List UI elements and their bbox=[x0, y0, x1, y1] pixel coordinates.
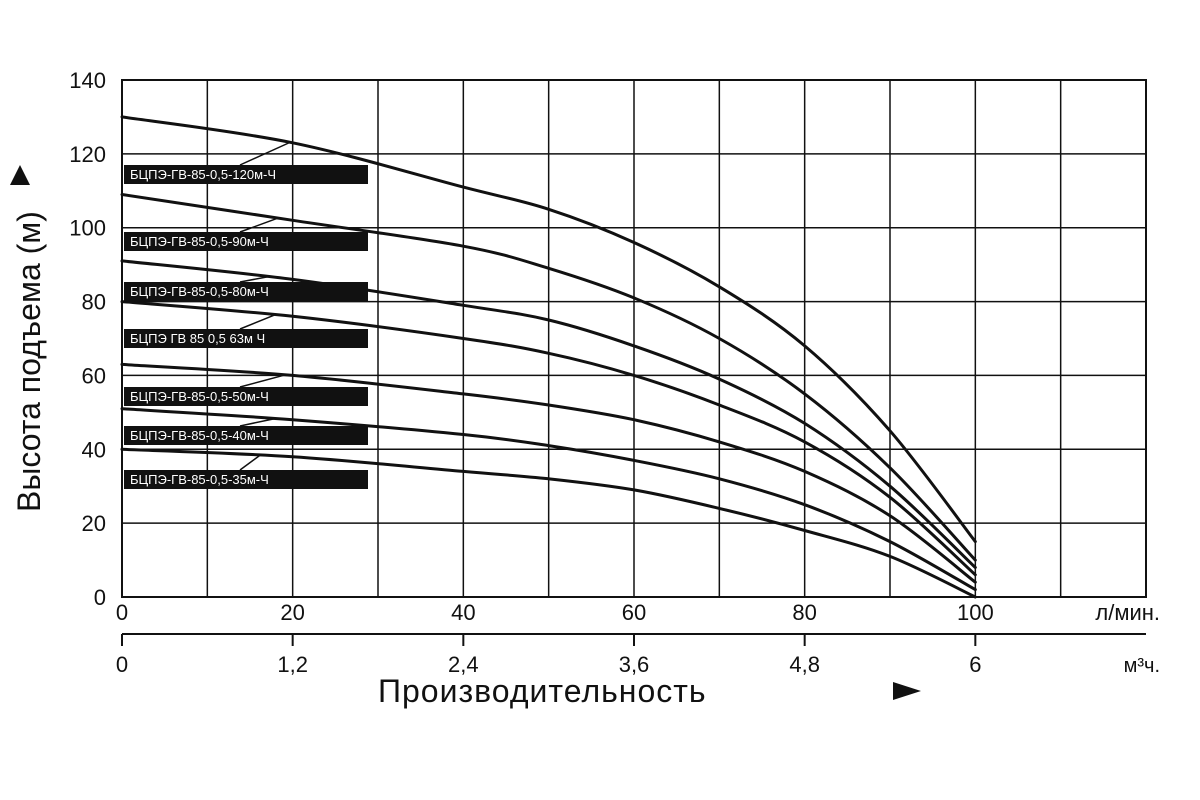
y-tick-label: 80 bbox=[82, 290, 106, 315]
series-label-box bbox=[124, 232, 368, 251]
series-label-box bbox=[124, 387, 368, 406]
series-leader-line bbox=[239, 417, 276, 427]
y-tick-label: 140 bbox=[69, 68, 106, 93]
x-axis-title: Производительность bbox=[378, 673, 707, 709]
curves bbox=[120, 115, 977, 599]
series-leader-line bbox=[239, 276, 269, 283]
series-label: БЦПЭ-ГВ-85-0,5-120м-Ч bbox=[130, 167, 276, 182]
x-tick-label: 20 bbox=[280, 600, 304, 625]
series-curve bbox=[120, 115, 977, 544]
y-tick-label: 40 bbox=[82, 437, 106, 462]
x2-tick-label: 1,2 bbox=[277, 652, 308, 677]
x-tick-label: 60 bbox=[622, 600, 646, 625]
x2-tick-label: 2,4 bbox=[448, 652, 479, 677]
y-tick-label: 120 bbox=[69, 142, 106, 167]
x2-tick-label: 0 bbox=[116, 652, 128, 677]
series-label: БЦПЭ-ГВ-85-0,5-80м-Ч bbox=[130, 284, 269, 299]
x-tick-label: 80 bbox=[792, 600, 816, 625]
series-curve bbox=[120, 407, 977, 592]
series-leader-line bbox=[239, 217, 279, 233]
plot-frame bbox=[121, 79, 1147, 598]
series-label-box bbox=[124, 282, 368, 301]
series-label: БЦПЭ-ГВ-85-0,5-35м-Ч bbox=[130, 472, 269, 487]
y-axis-title: Высота подъема (м) bbox=[11, 211, 47, 512]
series-label: БЦПЭ-ГВ-85-0,5-90м-Ч bbox=[130, 234, 269, 249]
series-label-box bbox=[124, 329, 368, 348]
axes: 0 20 40 60 80 100 120 140 0 20 40 60 80 100 0 1,2 2,4 3,6… bbox=[69, 68, 1146, 677]
series-label: БЦПЭ-ГВ-85-0,5-40м-Ч bbox=[130, 428, 269, 443]
series-curve bbox=[120, 447, 977, 599]
series-curve bbox=[120, 362, 977, 584]
x2-unit-label: м³ч. bbox=[1124, 655, 1160, 677]
y-tick-label: 100 bbox=[69, 216, 106, 241]
x2-tick-label: 6 bbox=[969, 652, 981, 677]
y-tick-label: 20 bbox=[82, 511, 106, 536]
series-curve bbox=[120, 259, 977, 569]
series-label-box bbox=[124, 165, 368, 184]
x2-tick-label: 4,8 bbox=[789, 652, 820, 677]
x-tick-label: 0 bbox=[116, 600, 128, 625]
series-leader-line bbox=[239, 141, 291, 166]
series-label: БЦПЭ ГВ 85 0,5 63м Ч bbox=[130, 331, 265, 346]
x-axis-arrow-icon bbox=[893, 682, 921, 700]
series-leader-line bbox=[239, 454, 261, 471]
series-label-box bbox=[124, 426, 368, 445]
y-tick-label: 60 bbox=[82, 363, 106, 388]
series-labels: БЦПЭ-ГВ-85-0,5-120м-Ч БЦПЭ-ГВ-85-0,5-90м-… bbox=[124, 141, 368, 489]
series-leader-line bbox=[239, 374, 286, 388]
series-leader-line bbox=[239, 314, 276, 330]
x-tick-label: 40 bbox=[451, 600, 475, 625]
y-tick-label: 0 bbox=[94, 585, 106, 610]
series-curve bbox=[120, 193, 977, 562]
series-label: БЦПЭ-ГВ-85-0,5-50м-Ч bbox=[130, 389, 269, 404]
y-axis-arrow-icon bbox=[10, 165, 30, 185]
x-tick-label: 100 bbox=[957, 600, 994, 625]
series-label-box bbox=[124, 470, 368, 489]
x-unit-label: л/мин. bbox=[1095, 600, 1160, 625]
series-curve bbox=[120, 300, 977, 577]
x2-tick-label: 3,6 bbox=[619, 652, 650, 677]
